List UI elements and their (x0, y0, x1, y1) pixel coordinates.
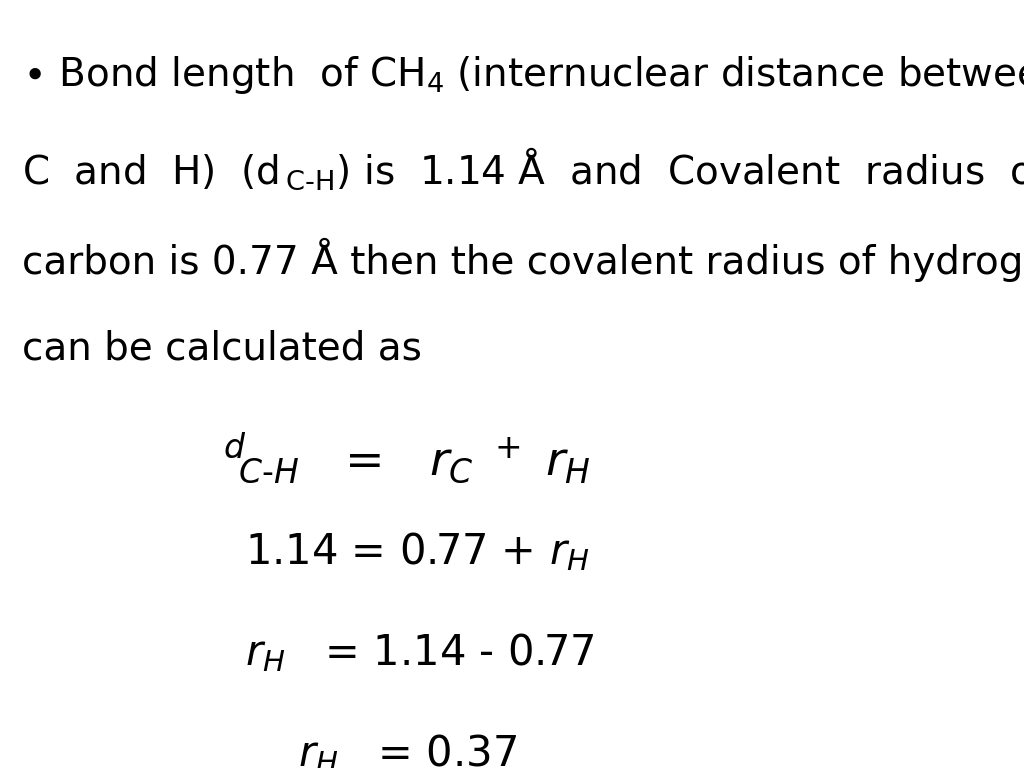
Text: $\bullet$ Bond length  of CH$_4$ (internuclear distance between: $\bullet$ Bond length of CH$_4$ (internu… (23, 55, 1024, 96)
Text: C  and  H)  (d$_{\,\mathrm{C\text{-}H}}$) is  1.14 Å  and  Covalent  radius  of: C and H) (d$_{\,\mathrm{C\text{-}H}}$) i… (23, 146, 1024, 193)
Text: carbon is 0.77 Å then the covalent radius of hydrogen: carbon is 0.77 Å then the covalent radiu… (23, 237, 1024, 282)
Text: $r_H$   = 1.14 - 0.77: $r_H$ = 1.14 - 0.77 (246, 631, 595, 674)
Text: 1.14 = 0.77 + $r_H$: 1.14 = 0.77 + $r_H$ (246, 531, 590, 574)
Text: $r_H$   = 0.37: $r_H$ = 0.37 (298, 732, 517, 768)
Text: can be calculated as: can be calculated as (23, 329, 422, 367)
Text: ${}^{d}\!_{C\text{-}H}$   =   $r_C$ $^+$ $r_H$: ${}^{d}\!_{C\text{-}H}$ = $r_C$ $^+$ $r_… (223, 430, 591, 485)
